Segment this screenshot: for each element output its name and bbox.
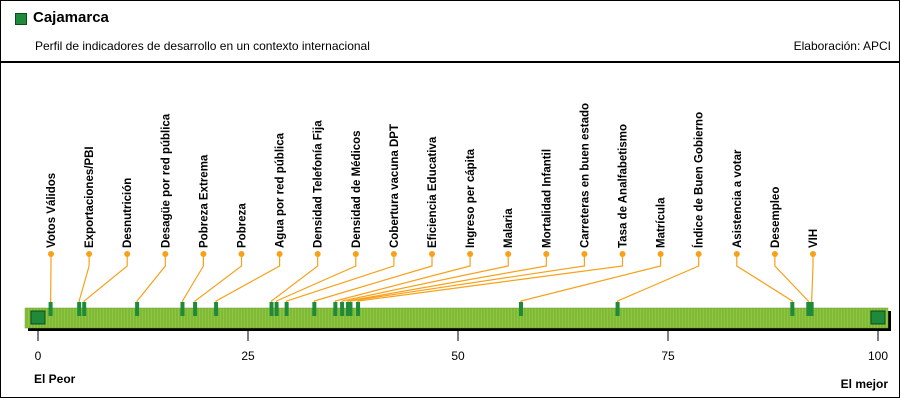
leader-line bbox=[215, 254, 281, 308]
indicator-label: Cobertura vacuna DPT bbox=[389, 124, 401, 248]
leader-line bbox=[811, 254, 814, 308]
leader-dot bbox=[505, 251, 512, 257]
indicator-label: Eficiencia Educativa bbox=[427, 136, 439, 248]
indicator-marker bbox=[809, 302, 814, 316]
indicator-marker bbox=[790, 302, 795, 316]
indicator-label: Pobreza Extrema bbox=[198, 154, 210, 248]
title-square-icon bbox=[15, 13, 27, 25]
leader-dot bbox=[314, 251, 321, 257]
indicator-marker bbox=[340, 302, 345, 316]
indicator-marker bbox=[193, 302, 198, 316]
indicator-marker bbox=[284, 302, 289, 316]
indicator-label: Agua por red pública bbox=[275, 132, 287, 248]
leader-dot bbox=[352, 251, 359, 257]
leader-dot bbox=[86, 251, 93, 257]
leader-dot bbox=[429, 251, 435, 257]
indicator-marker bbox=[345, 302, 350, 316]
indicator-marker bbox=[77, 302, 82, 316]
leader-dot bbox=[581, 251, 588, 257]
leader-dot bbox=[733, 251, 740, 257]
indicator-label: Densidad de Médicos bbox=[351, 130, 363, 248]
indicator-marker bbox=[274, 302, 279, 316]
indicator-marker bbox=[312, 302, 317, 316]
leader-dot bbox=[771, 251, 778, 257]
x-tick-label: 75 bbox=[661, 349, 675, 363]
leader-dot bbox=[695, 251, 702, 257]
worst-label: El Peor bbox=[34, 372, 76, 386]
indicator-marker bbox=[48, 302, 53, 316]
leader-dot bbox=[657, 251, 664, 257]
x-tick-label: 100 bbox=[868, 349, 888, 363]
indicator-label: Índice de Buen Gobierno bbox=[693, 112, 706, 248]
indicator-label: Matrícula bbox=[656, 197, 668, 248]
indicator-marker bbox=[356, 302, 361, 316]
leader-line bbox=[520, 254, 662, 308]
leader-line bbox=[83, 254, 128, 308]
x-tick-label: 25 bbox=[241, 349, 255, 363]
chart-credit: Elaboración: APCI bbox=[793, 39, 891, 53]
chart-subtitle: Perfil de indicadores de desarrollo en u… bbox=[35, 39, 370, 53]
indicator-label: Mortalidad Infantil bbox=[541, 149, 553, 248]
leader-dot bbox=[619, 251, 626, 257]
indicator-label: VIH bbox=[808, 229, 820, 248]
leader-line bbox=[736, 254, 793, 308]
leader-dot bbox=[543, 251, 550, 257]
x-tick-label: 0 bbox=[35, 349, 42, 363]
max-end-marker bbox=[870, 310, 886, 325]
chart-title: Cajamarca bbox=[33, 9, 109, 26]
leader-dot bbox=[238, 251, 245, 257]
indicator-label: Desagüe por red pública bbox=[160, 113, 172, 248]
leader-line bbox=[347, 254, 547, 308]
leader-dot bbox=[124, 251, 131, 257]
leader-line bbox=[349, 254, 586, 308]
leader-line bbox=[616, 254, 700, 308]
indicator-marker bbox=[348, 302, 353, 316]
leader-dot bbox=[467, 251, 474, 257]
indicator-bar bbox=[24, 307, 889, 329]
indicator-label: Ingreso per cápita bbox=[465, 148, 477, 248]
min-end-marker bbox=[30, 310, 46, 325]
indicator-label: Desnutrición bbox=[122, 178, 134, 248]
best-label: El mejor bbox=[841, 377, 889, 391]
indicator-marker bbox=[615, 302, 620, 316]
indicator-marker bbox=[806, 302, 811, 316]
leader-dot bbox=[200, 251, 207, 257]
indicator-label: Votos Válidos bbox=[46, 173, 58, 248]
leader-dot bbox=[276, 251, 283, 257]
leader-dot bbox=[162, 251, 169, 257]
indicator-marker bbox=[135, 302, 140, 316]
indicator-marker bbox=[180, 302, 185, 316]
leader-line bbox=[136, 254, 166, 308]
indicator-marker bbox=[82, 302, 87, 316]
indicator-label: Exportaciones/PBI bbox=[84, 146, 96, 248]
leader-line bbox=[181, 254, 204, 308]
bar-stripes bbox=[26, 308, 886, 328]
indicator-label: Densidad Telefonía Fija bbox=[313, 120, 325, 248]
indicator-marker bbox=[269, 302, 274, 316]
x-tick-label: 50 bbox=[451, 349, 465, 363]
indicator-label: Tasa de Analfabetismo bbox=[618, 124, 630, 248]
chart-header: Cajamarca Perfil de indicadores de desar… bbox=[1, 1, 899, 63]
indicator-label: Asistencia a votar bbox=[732, 149, 744, 248]
leader-line bbox=[357, 254, 624, 308]
leader-dot bbox=[390, 251, 397, 257]
leader-dot bbox=[48, 251, 54, 257]
indicator-marker bbox=[214, 302, 219, 316]
indicator-label: Malaria bbox=[503, 208, 515, 248]
leader-line bbox=[78, 254, 90, 308]
indicator-label: Desempleo bbox=[770, 187, 782, 248]
indicator-marker bbox=[333, 302, 338, 316]
indicator-label: Carreteras en buen estado bbox=[579, 103, 591, 248]
leader-dot bbox=[810, 251, 816, 257]
indicator-label: Pobreza bbox=[237, 203, 249, 248]
indicator-marker bbox=[519, 302, 523, 316]
